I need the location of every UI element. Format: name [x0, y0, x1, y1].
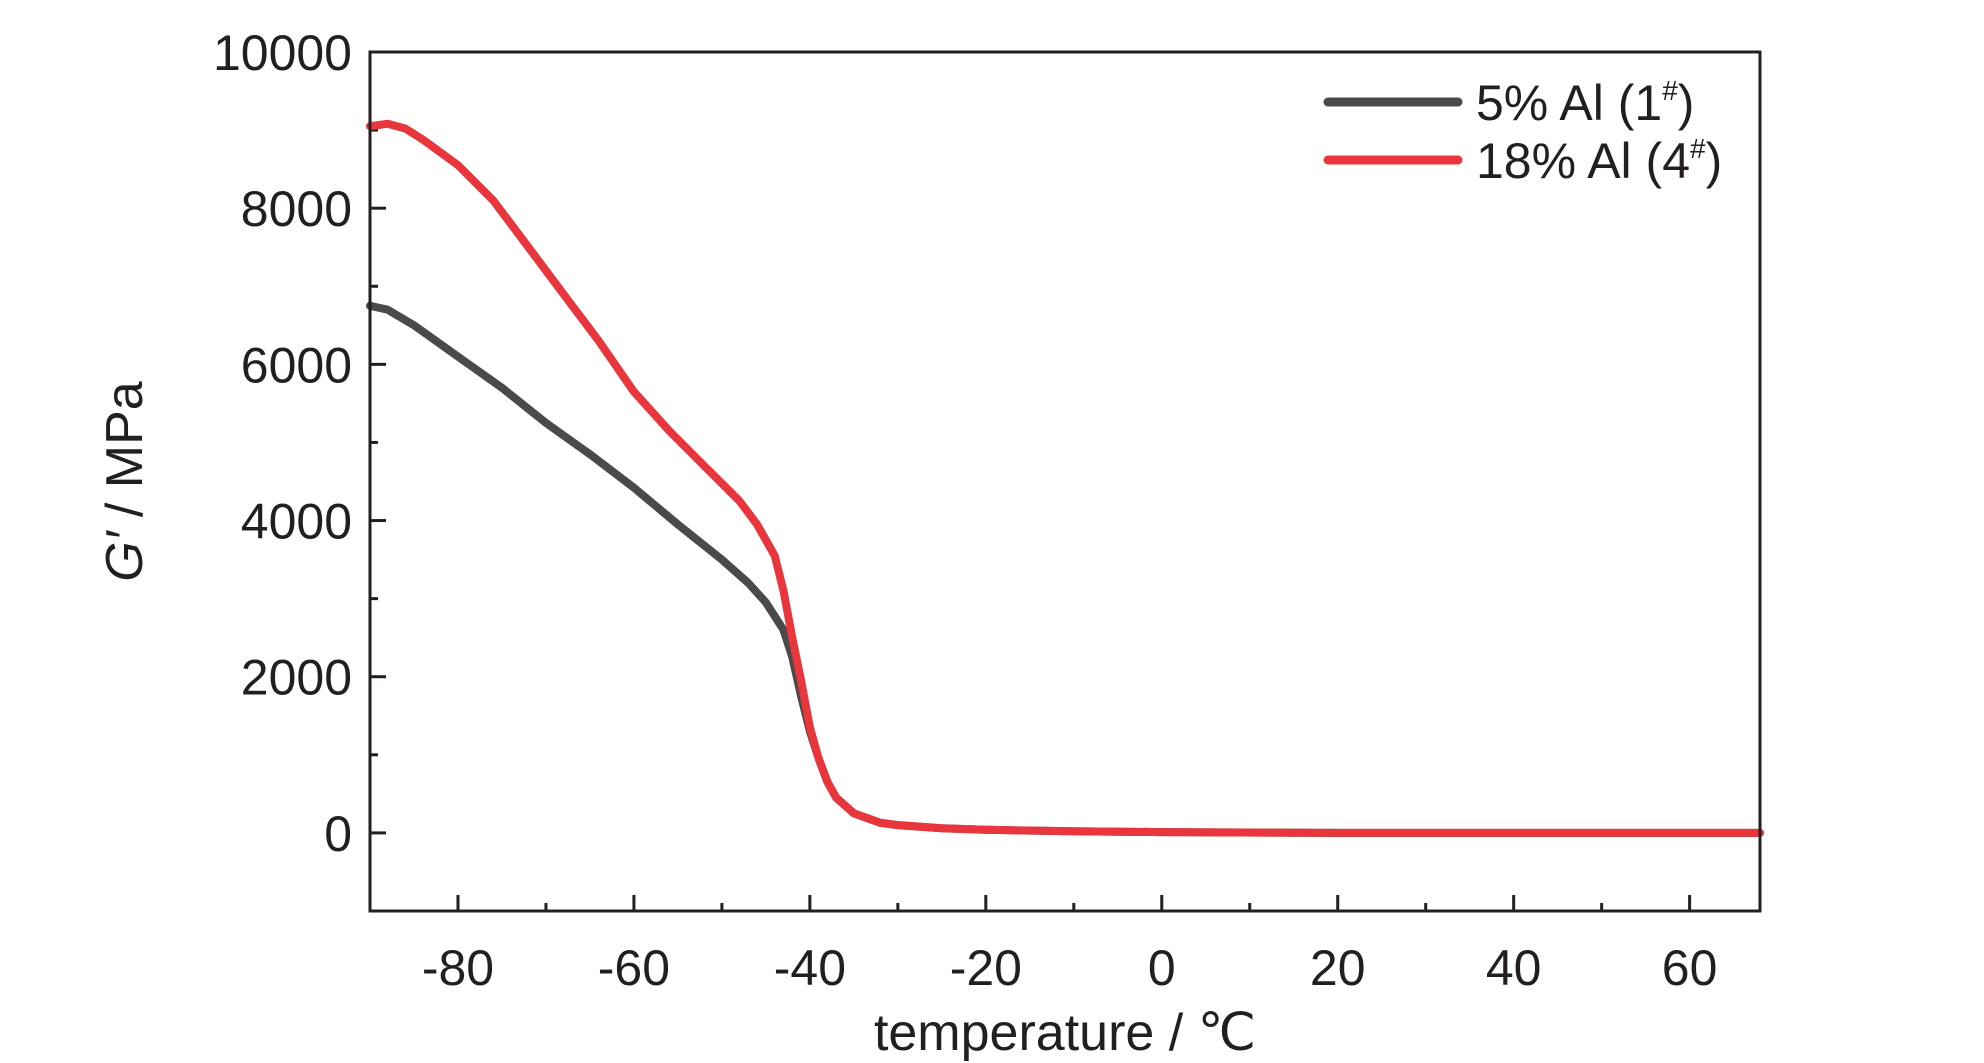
legend-label-18pct-al: 18% Al (4#) — [1476, 133, 1722, 189]
legend: 5% Al (1#) 18% Al (4#) — [1323, 75, 1722, 189]
y-axis-title-symbol: G′ — [96, 529, 154, 581]
x-tick-label: 0 — [1148, 940, 1176, 996]
x-tick-label: 60 — [1662, 940, 1718, 996]
x-tick-label: 20 — [1310, 940, 1366, 996]
y-tick-label: 10000 — [213, 25, 352, 81]
y-tick-label: 2000 — [241, 650, 352, 706]
series-line-0 — [366, 301, 1764, 837]
y-tick-label: 8000 — [241, 181, 352, 237]
y-axis-title-unit: / MPa — [96, 381, 154, 531]
x-tick-label: -80 — [422, 940, 494, 996]
tick-labels: -80 -60 -40 -20 0 20 40 60 0 2000 4000 6000 8000 1000… — [213, 25, 1717, 996]
x-axis-title: temperature / ℃ — [874, 1004, 1256, 1062]
x-tick-label: -20 — [950, 940, 1022, 996]
series-line-1 — [366, 119, 1764, 837]
y-tick-label: 4000 — [241, 494, 352, 550]
legend-label-5pct-al: 5% Al (1#) — [1476, 75, 1694, 131]
y-tick-label: 6000 — [241, 337, 352, 393]
x-tick-label: 40 — [1486, 940, 1542, 996]
plot-frame — [368, 50, 1762, 913]
x-tick-label: -60 — [598, 940, 670, 996]
series-layer — [366, 119, 1764, 837]
x-tick-label: -40 — [774, 940, 846, 996]
y-axis-title: G′ / MPa — [96, 381, 154, 582]
y-tick-label: 0 — [324, 806, 352, 862]
